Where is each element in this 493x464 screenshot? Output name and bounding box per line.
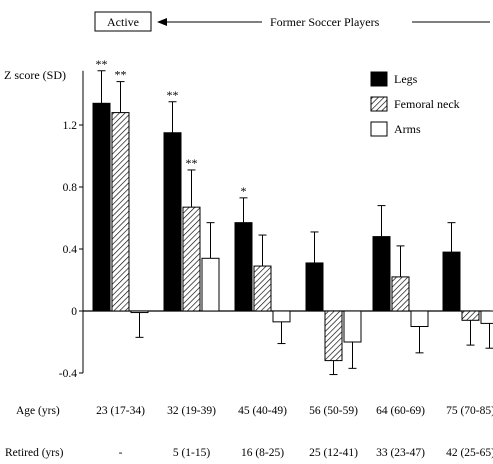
active-label: Active [107, 15, 139, 29]
bar [480, 310, 493, 324]
active-box [94, 11, 152, 32]
bar [92, 102, 111, 312]
y-axis-label: Z score (SD) [4, 68, 66, 82]
retired-category-label: 25 (12-41) [309, 447, 358, 459]
y-tick-label: 1.2 [63, 120, 78, 132]
legend-label: Legs [394, 72, 418, 86]
retired-category-label: 33 (23-47) [376, 447, 425, 459]
bar [442, 251, 461, 312]
significance-label: ** [167, 88, 179, 102]
y-tick-label: 0.8 [63, 182, 78, 194]
bar [111, 112, 130, 312]
y-tick-label: -0.4 [59, 368, 77, 380]
retired-category-label: 16 (8-25) [241, 447, 284, 459]
y-tick-label: 0 [71, 306, 77, 318]
bar [201, 257, 220, 312]
age-category-label: 45 (40-49) [238, 405, 287, 417]
bar [343, 310, 362, 343]
bar [410, 310, 429, 327]
y-tick-label: 0.4 [63, 244, 78, 256]
bar [305, 262, 324, 312]
significance-label: * [241, 184, 247, 198]
significance-label: ** [186, 156, 198, 170]
category-labels: 23 (17-34) - 32 (19-39) 5 (1-15) 45 (40-49) 1… [96, 405, 493, 459]
bar [391, 276, 410, 312]
age-category-label: 56 (50-59) [309, 405, 358, 417]
bar [130, 310, 149, 314]
age-category-label: 32 (19-39) [167, 405, 216, 417]
legend-swatch [370, 71, 388, 87]
y-axis: 1.2 0.8 0.4 0 -0.4 [59, 70, 84, 380]
bar [324, 310, 343, 362]
legend-label: Femoral neck [394, 97, 460, 111]
legend-swatch [370, 121, 388, 137]
bar [461, 310, 480, 321]
age-category-label: 64 (60-69) [376, 405, 425, 417]
age-category-label: 75 (70-85) [446, 405, 493, 417]
significance-label: ** [96, 57, 108, 71]
header-arrowhead [157, 18, 167, 26]
bar [253, 265, 272, 312]
bars: ********* [92, 57, 493, 376]
legend-swatch [370, 96, 388, 112]
retired-category-label: 5 (1-15) [173, 447, 211, 459]
age-row-label: Age (yrs) [16, 405, 60, 417]
bar [182, 206, 201, 312]
significance-label: ** [115, 68, 127, 82]
legend: Legs Femoral neck Arms [370, 71, 460, 137]
chart-header: Active Former Soccer Players [94, 11, 490, 32]
legend-label: Arms [394, 122, 421, 136]
age-category-label: 23 (17-34) [96, 405, 145, 417]
bar [163, 132, 182, 312]
bar [272, 310, 291, 323]
retired-category-label: 42 (25-65) [446, 447, 493, 459]
retired-category-label: - [119, 447, 123, 459]
bar [234, 222, 253, 312]
retired-row-label: Retired (yrs) [5, 447, 64, 459]
bar [372, 236, 391, 312]
former-label: Former Soccer Players [270, 15, 380, 29]
